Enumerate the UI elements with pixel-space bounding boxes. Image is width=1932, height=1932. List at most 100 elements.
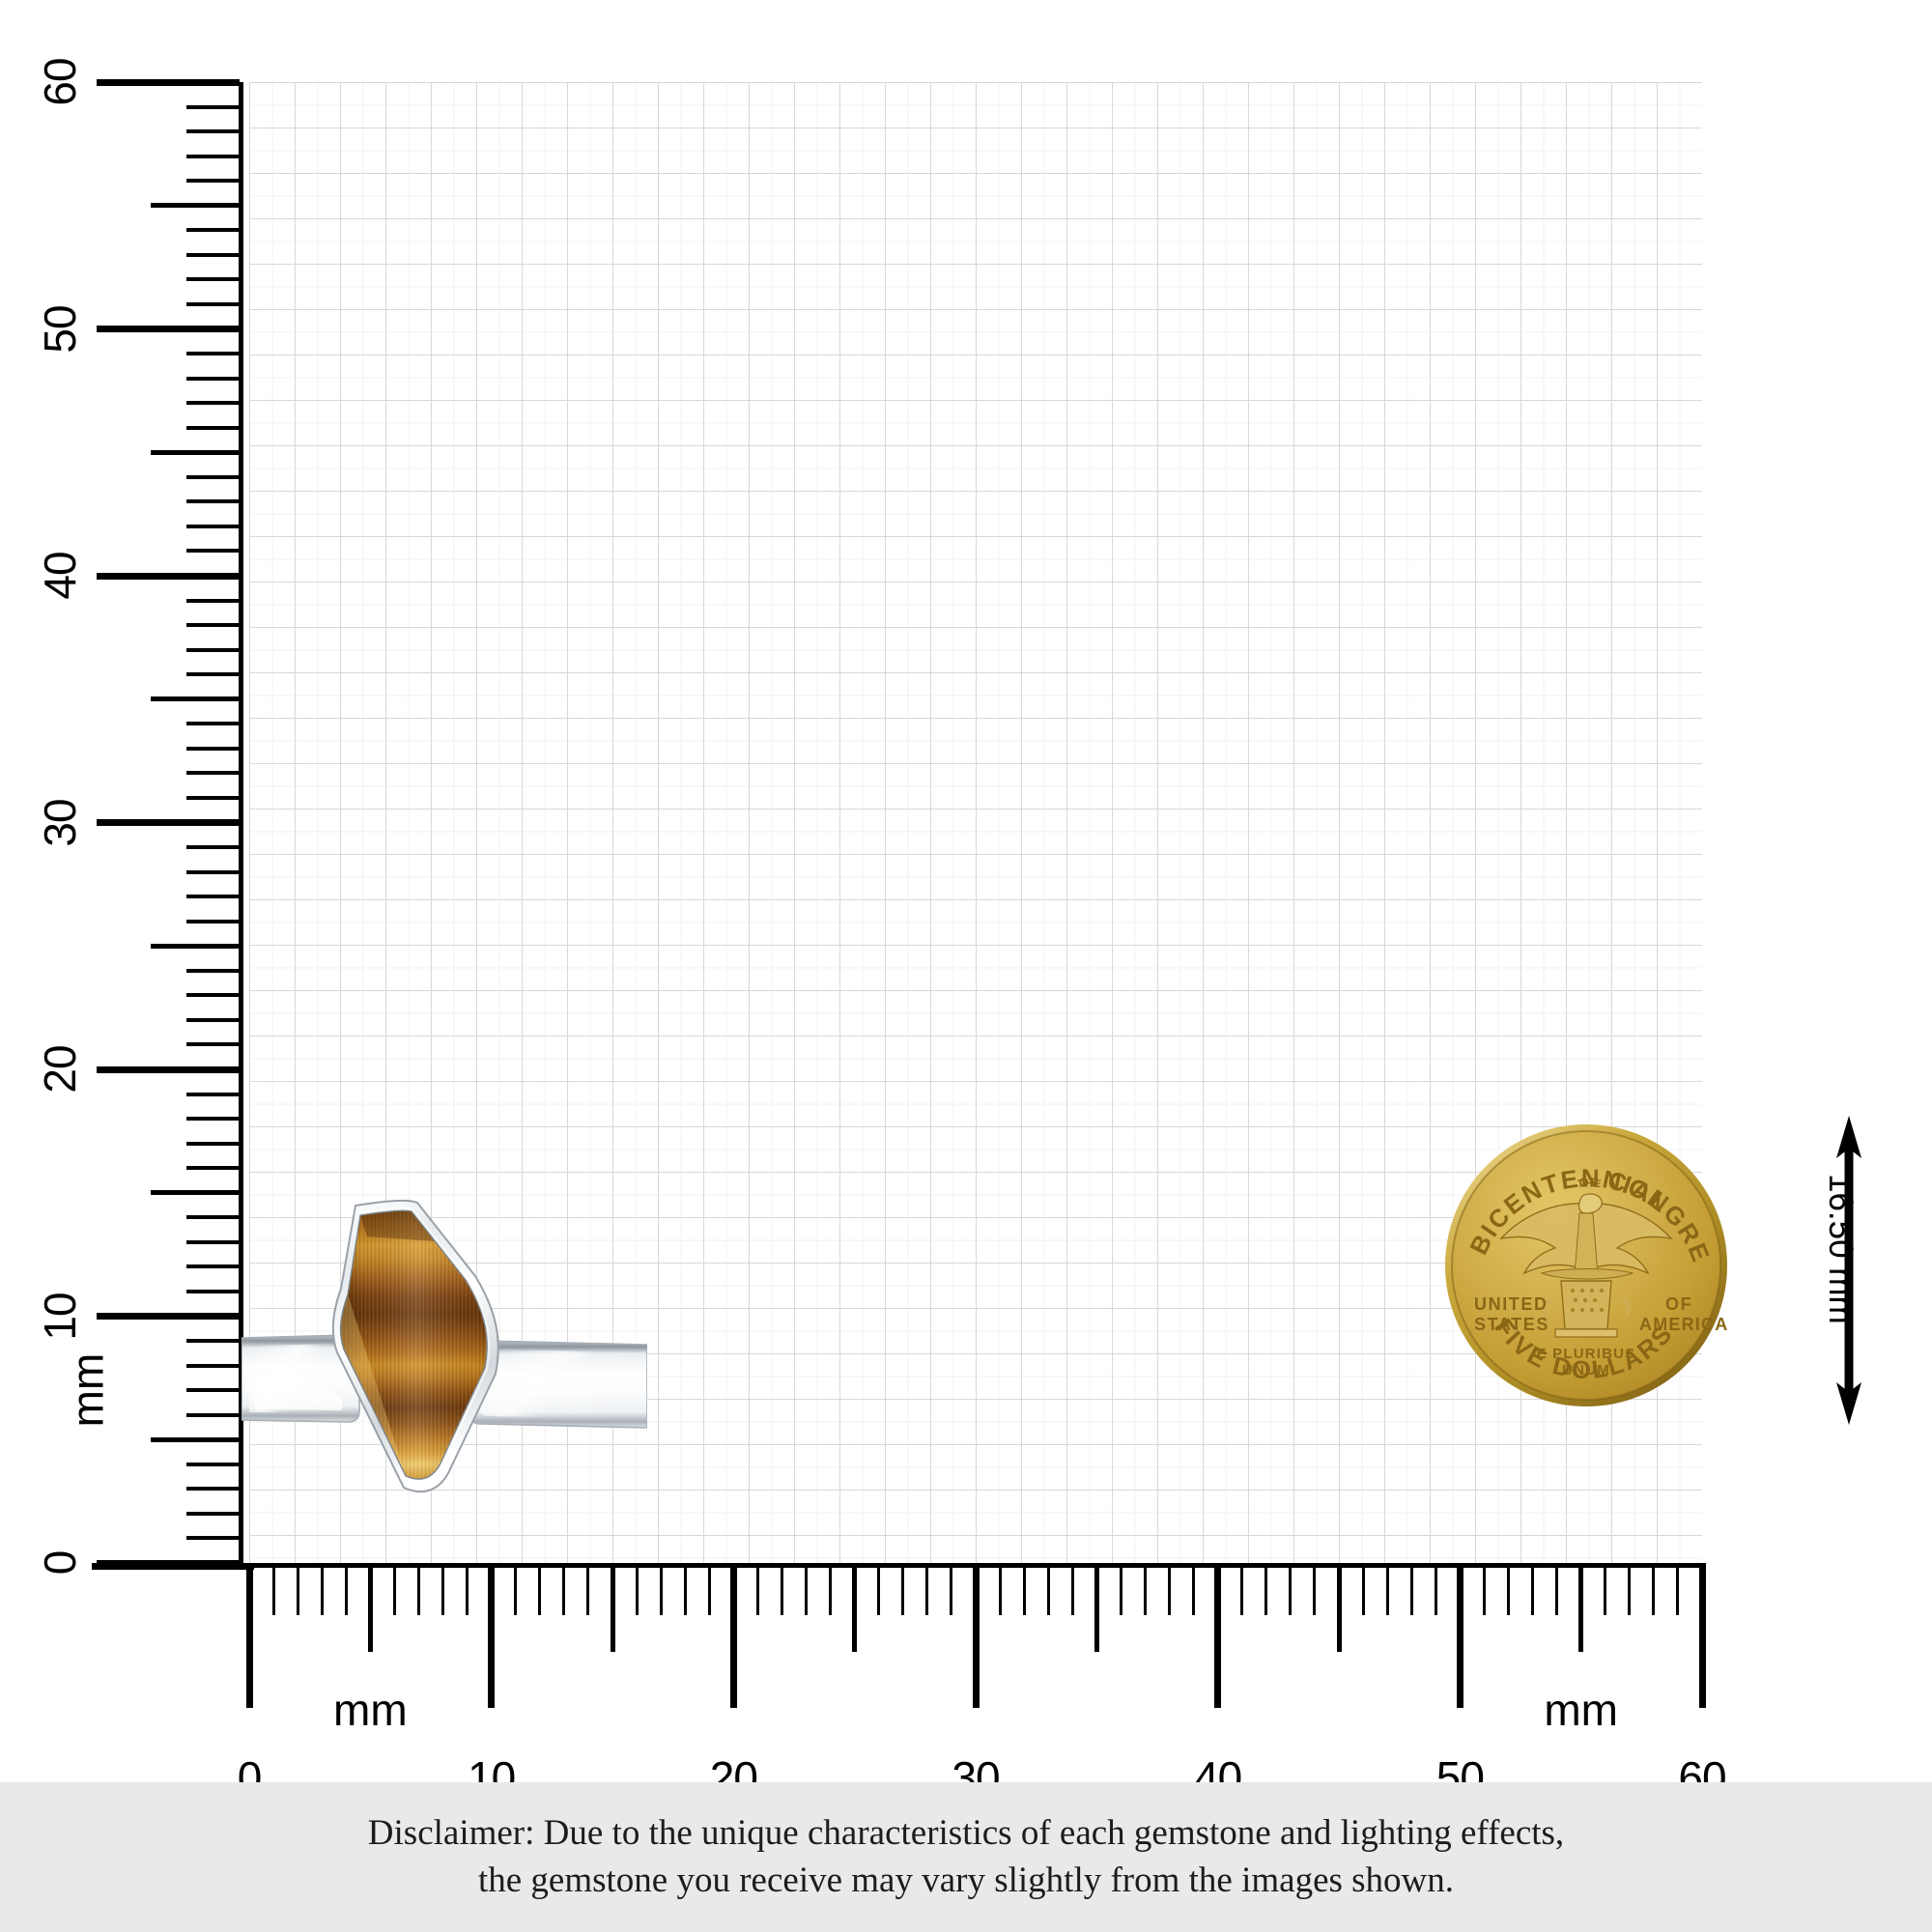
horizontal-tick-19: [707, 1563, 711, 1615]
horizontal-tick-36: [1119, 1563, 1122, 1615]
vertical-tick-41: [186, 549, 240, 554]
horizontal-tick-44: [1313, 1563, 1317, 1615]
horizontal-tick-30: [972, 1563, 980, 1708]
horizontal-tick-48: [1409, 1563, 1413, 1615]
horizontal-tick-31: [998, 1563, 1002, 1615]
horizontal-tick-46: [1361, 1563, 1365, 1615]
horizontal-tick-60: [1698, 1563, 1706, 1708]
ring-band-right: [469, 1340, 648, 1429]
horizontal-tick-15: [610, 1563, 615, 1652]
horizontal-tick-35: [1094, 1563, 1099, 1652]
horizontal-tick-5: [367, 1563, 373, 1652]
vertical-tick-45: [151, 449, 240, 455]
horizontal-tick-17: [659, 1563, 663, 1615]
horizontal-tick-0: [245, 1563, 253, 1708]
horizontal-tick-3: [320, 1563, 324, 1615]
horizontal-tick-47: [1385, 1563, 1389, 1615]
eagle-emblem: [1499, 1193, 1673, 1338]
vertical-tick-51: [186, 301, 240, 306]
horizontal-tick-6: [392, 1563, 396, 1615]
horizontal-tick-57: [1628, 1563, 1632, 1615]
horizontal-tick-32: [1022, 1563, 1026, 1615]
horizontal-tick-9: [466, 1563, 469, 1615]
vertical-tick-36: [186, 672, 240, 677]
horizontal-tick-40: [1214, 1563, 1222, 1708]
vertical-tick-23: [186, 993, 240, 998]
vertical-tick-54: [186, 228, 240, 233]
vertical-tick-24: [186, 968, 240, 973]
disclaimer-line-2: the gemstone you receive may vary slight…: [477, 1860, 1455, 1900]
horizontal-tick-23: [805, 1563, 809, 1615]
reference-coin-image: BICENTENNIAL OF THE CONGRESS FIVE DOLLAR…: [1432, 1097, 1731, 1410]
horizontal-tick-29: [950, 1563, 953, 1615]
horizontal-tick-54: [1555, 1563, 1559, 1615]
ring-band-left: [241, 1334, 360, 1423]
vertical-tick-4: [186, 1462, 240, 1466]
coin-text-america: AMERICA: [1639, 1315, 1728, 1334]
vertical-tick-30: [97, 819, 240, 826]
vertical-ruler-label-50: 50: [35, 304, 85, 354]
coin-text-of: OF: [1578, 1175, 1599, 1190]
horizontal-ruler-zero-stub: [92, 1563, 254, 1570]
vertical-tick-28: [186, 869, 240, 874]
horizontal-tick-50: [1456, 1563, 1463, 1708]
horizontal-tick-39: [1192, 1563, 1196, 1615]
vertical-tick-22: [186, 1017, 240, 1022]
horizontal-tick-34: [1070, 1563, 1074, 1615]
horizontal-tick-7: [416, 1563, 420, 1615]
vertical-ruler-unit-label: mm: [62, 1352, 113, 1428]
vertical-tick-3: [186, 1487, 240, 1492]
horizontal-tick-11: [514, 1563, 518, 1615]
vertical-tick-44: [186, 474, 240, 479]
coin-text-united: UNITED: [1474, 1294, 1548, 1314]
vertical-tick-34: [186, 722, 240, 726]
horizontal-tick-4: [344, 1563, 348, 1615]
vertical-tick-13: [186, 1239, 240, 1244]
vertical-tick-48: [186, 376, 240, 381]
horizontal-tick-26: [877, 1563, 881, 1615]
vertical-tick-33: [186, 746, 240, 751]
vertical-tick-19: [186, 1092, 240, 1096]
horizontal-tick-13: [562, 1563, 566, 1615]
horizontal-tick-28: [925, 1563, 929, 1615]
vertical-tick-56: [186, 179, 240, 184]
horizontal-ruler-unit-label-left: mm: [333, 1685, 408, 1735]
horizontal-tick-10: [488, 1563, 496, 1708]
vertical-tick-7: [186, 1388, 240, 1393]
vertical-tick-46: [186, 425, 240, 430]
vertical-ruler: 60 50 40 30 20 10 0 mm: [0, 0, 249, 1575]
coin-text-unum: UNUM: [1562, 1362, 1610, 1378]
ring-svg: [241, 1199, 648, 1492]
vertical-tick-52: [186, 277, 240, 282]
horizontal-tick-37: [1143, 1563, 1147, 1615]
disclaimer-banner: Disclaimer: Due to the unique characteri…: [0, 1782, 1932, 1932]
vertical-tick-43: [186, 499, 240, 504]
vertical-tick-10: [97, 1313, 240, 1320]
vertical-ruler-label-60: 60: [35, 58, 85, 106]
vertical-tick-20: [97, 1065, 240, 1073]
coin-text-the: THE: [1577, 1178, 1603, 1190]
horizontal-tick-27: [901, 1563, 905, 1615]
ring-product-image: [241, 1188, 648, 1507]
horizontal-tick-8: [441, 1563, 445, 1615]
vertical-tick-60: [97, 78, 240, 86]
horizontal-tick-21: [755, 1563, 759, 1615]
vertical-ruler-axis: [239, 82, 243, 1563]
horizontal-tick-51: [1482, 1563, 1486, 1615]
vertical-tick-40: [97, 572, 240, 580]
horizontal-tick-59: [1676, 1563, 1680, 1615]
vertical-tick-15: [151, 1190, 240, 1196]
vertical-ruler-label-40: 40: [35, 552, 85, 600]
vertical-tick-47: [186, 401, 240, 406]
horizontal-tick-14: [586, 1563, 590, 1615]
horizontal-tick-20: [729, 1563, 737, 1708]
vertical-tick-58: [186, 129, 240, 134]
vertical-tick-31: [186, 795, 240, 800]
vertical-tick-26: [186, 919, 240, 923]
vertical-tick-17: [186, 1141, 240, 1146]
horizontal-tick-38: [1168, 1563, 1172, 1615]
coin-text-of: OF: [1665, 1294, 1692, 1314]
vertical-tick-18: [186, 1117, 240, 1122]
horizontal-tick-41: [1240, 1563, 1244, 1615]
vertical-tick-39: [186, 598, 240, 603]
